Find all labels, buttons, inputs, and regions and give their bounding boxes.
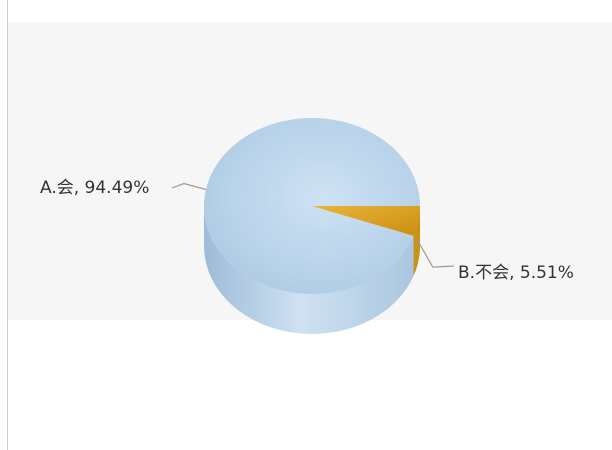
leader-line-b: [416, 238, 455, 268]
leader-line-a: [171, 182, 207, 191]
pie-top-group: [204, 117, 420, 294]
pie-side-wall: [204, 206, 420, 334]
slice-label-b: B.不会, 5.51%: [458, 263, 574, 283]
pie-slice-side-b: [413, 206, 420, 276]
pie-side-group: [204, 206, 420, 334]
slice-label-a: A.会, 94.49%: [40, 178, 149, 198]
frame-left-border: [7, 0, 8, 450]
label-group: A.会, 94.49% B.不会, 5.51%: [40, 178, 574, 283]
pie-slice-b: [312, 206, 420, 236]
